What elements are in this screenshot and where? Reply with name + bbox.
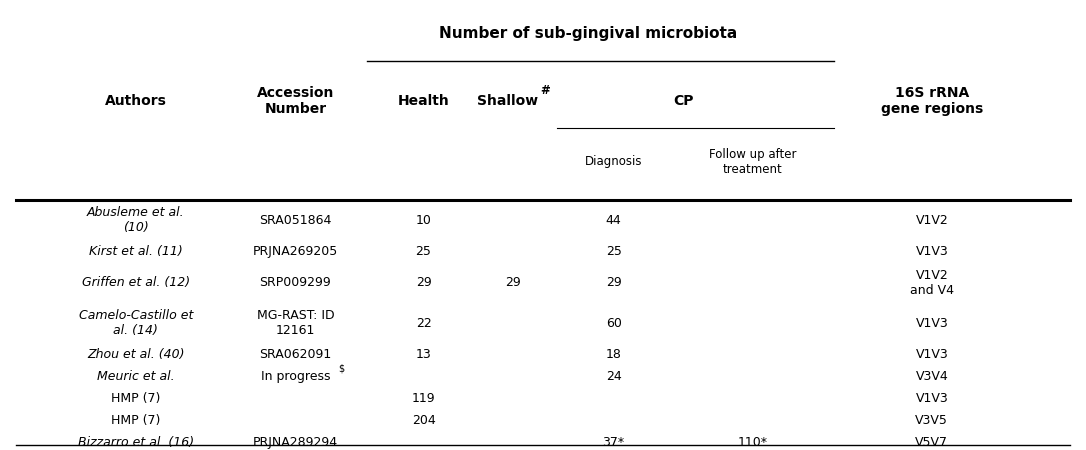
Text: HMP (7): HMP (7) xyxy=(111,392,161,405)
Text: Follow up after
treatment: Follow up after treatment xyxy=(709,148,796,176)
Text: 119: 119 xyxy=(412,392,435,405)
Text: Camelo-Castillo et
al. (14): Camelo-Castillo et al. (14) xyxy=(78,309,193,338)
Text: V3V5: V3V5 xyxy=(915,414,948,427)
Text: V1V3: V1V3 xyxy=(915,317,948,330)
Text: Abusleme et al.
(10): Abusleme et al. (10) xyxy=(87,207,185,234)
Text: MG-RAST: ID
12161: MG-RAST: ID 12161 xyxy=(256,309,334,338)
Text: Shallow: Shallow xyxy=(477,94,538,108)
Text: Number of sub-gingival microbiota: Number of sub-gingival microbiota xyxy=(439,26,737,41)
Text: V5V7: V5V7 xyxy=(915,436,948,449)
Text: 22: 22 xyxy=(416,317,431,330)
Text: 16S rRNA
gene regions: 16S rRNA gene regions xyxy=(881,86,983,117)
Text: V3V4: V3V4 xyxy=(915,370,948,383)
Text: #: # xyxy=(541,84,550,96)
Text: In progress: In progress xyxy=(261,370,330,383)
Text: 10: 10 xyxy=(416,214,431,227)
Text: Meuric et al.: Meuric et al. xyxy=(97,370,175,383)
Text: PRJNA269205: PRJNA269205 xyxy=(253,245,338,258)
Text: 25: 25 xyxy=(416,245,431,258)
Text: SRA051864: SRA051864 xyxy=(260,214,331,227)
Text: 18: 18 xyxy=(606,348,621,361)
Text: 44: 44 xyxy=(606,214,621,227)
Text: V1V2: V1V2 xyxy=(915,214,948,227)
Text: SRA062091: SRA062091 xyxy=(260,348,331,361)
Text: 37*: 37* xyxy=(603,436,624,449)
Text: 204: 204 xyxy=(412,414,435,427)
Text: 29: 29 xyxy=(416,276,431,289)
Text: Kirst et al. (11): Kirst et al. (11) xyxy=(89,245,182,258)
Text: HMP (7): HMP (7) xyxy=(111,414,161,427)
Text: V1V3: V1V3 xyxy=(915,245,948,258)
Text: 60: 60 xyxy=(606,317,621,330)
Text: SRP009299: SRP009299 xyxy=(260,276,331,289)
Text: 24: 24 xyxy=(606,370,621,383)
Text: 13: 13 xyxy=(416,348,431,361)
Text: Authors: Authors xyxy=(105,94,166,108)
Text: Accession
Number: Accession Number xyxy=(256,86,334,117)
Text: Bizzarro et al. (16): Bizzarro et al. (16) xyxy=(78,436,193,449)
Text: V1V3: V1V3 xyxy=(915,392,948,405)
Text: Griffen et al. (12): Griffen et al. (12) xyxy=(81,276,190,289)
Text: V1V3: V1V3 xyxy=(915,348,948,361)
Text: Health: Health xyxy=(397,94,450,108)
Text: PRJNA289294: PRJNA289294 xyxy=(253,436,338,449)
Text: CP: CP xyxy=(673,94,693,108)
Text: V1V2
and V4: V1V2 and V4 xyxy=(910,269,954,297)
Text: 110*: 110* xyxy=(737,436,768,449)
Text: Diagnosis: Diagnosis xyxy=(585,156,642,168)
Text: 29: 29 xyxy=(505,276,520,289)
Text: 25: 25 xyxy=(606,245,621,258)
Text: $: $ xyxy=(338,364,344,374)
Text: 29: 29 xyxy=(606,276,621,289)
Text: Zhou et al. (40): Zhou et al. (40) xyxy=(87,348,185,361)
